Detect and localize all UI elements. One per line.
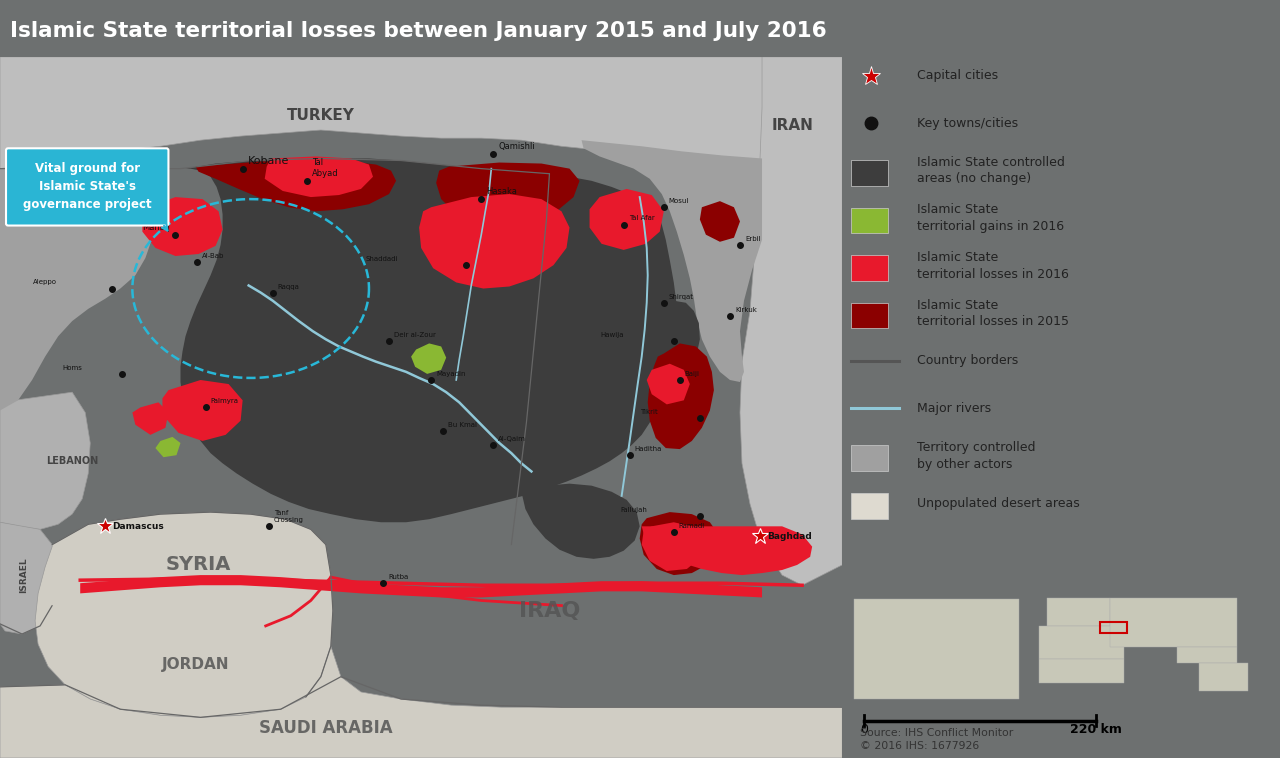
Polygon shape (740, 57, 842, 585)
FancyBboxPatch shape (851, 446, 888, 471)
Polygon shape (581, 140, 762, 382)
Polygon shape (0, 647, 842, 758)
Polygon shape (646, 364, 690, 404)
Text: Tanf
Crossing: Tanf Crossing (274, 510, 303, 523)
Text: Unpopulated desert areas: Unpopulated desert areas (916, 497, 1079, 510)
Polygon shape (35, 512, 333, 717)
Polygon shape (0, 522, 55, 634)
Text: Capital cities: Capital cities (916, 69, 998, 82)
Text: 220 km: 220 km (1070, 723, 1123, 736)
Text: LEBANON: LEBANON (46, 456, 99, 466)
Text: Hawija: Hawija (600, 332, 623, 338)
Text: Vital ground for
Islamic State's
governance project: Vital ground for Islamic State's governa… (23, 162, 151, 211)
Text: SYRIA: SYRIA (166, 556, 232, 575)
Text: Major rivers: Major rivers (916, 402, 991, 415)
Text: Key towns/cities: Key towns/cities (916, 117, 1018, 130)
Polygon shape (265, 156, 372, 197)
Text: Aleppo: Aleppo (33, 280, 58, 286)
Polygon shape (411, 343, 447, 374)
Text: Palmyra: Palmyra (211, 399, 238, 404)
Text: Shaddadi: Shaddadi (366, 256, 398, 262)
Text: Baiji: Baiji (685, 371, 700, 377)
Polygon shape (1039, 659, 1124, 684)
Polygon shape (1110, 597, 1238, 647)
Text: Source: IHS Conflict Monitor
© 2016 IHS: 1677926: Source: IHS Conflict Monitor © 2016 IHS:… (860, 728, 1012, 751)
Text: Mayadin: Mayadin (436, 371, 466, 377)
Polygon shape (436, 162, 580, 226)
Text: TURKEY: TURKEY (287, 108, 355, 124)
FancyBboxPatch shape (851, 160, 888, 186)
FancyBboxPatch shape (851, 302, 888, 328)
Text: Al-Bab: Al-Bab (201, 253, 224, 259)
Polygon shape (1039, 627, 1124, 659)
FancyBboxPatch shape (851, 255, 888, 280)
Polygon shape (419, 194, 570, 289)
Text: Erbil: Erbil (745, 236, 760, 242)
Polygon shape (521, 484, 640, 559)
Text: 0: 0 (860, 723, 868, 736)
Polygon shape (180, 158, 678, 522)
Text: JORDAN: JORDAN (161, 657, 229, 672)
Text: Damascus: Damascus (113, 522, 164, 531)
Text: Manbij: Manbij (142, 223, 170, 232)
Text: Hasaka: Hasaka (486, 187, 517, 196)
Polygon shape (641, 526, 813, 575)
Text: Bu Kmal: Bu Kmal (448, 421, 477, 428)
Text: Rutba: Rutba (388, 574, 408, 580)
Polygon shape (855, 600, 1019, 700)
Text: ISRAEL: ISRAEL (19, 557, 28, 593)
Text: IRAN: IRAN (771, 118, 813, 133)
Text: Deir al-Zour: Deir al-Zour (394, 332, 436, 338)
Polygon shape (0, 168, 155, 411)
Text: Islamic State
territorial losses in 2016: Islamic State territorial losses in 2016 (916, 251, 1069, 280)
Polygon shape (652, 301, 700, 380)
FancyBboxPatch shape (851, 208, 888, 233)
Text: Haditha: Haditha (635, 446, 662, 452)
Text: Islamic State controlled
areas (no change): Islamic State controlled areas (no chang… (916, 156, 1065, 186)
Text: Tal
Abyad: Tal Abyad (312, 158, 338, 178)
Text: Territory controlled
by other actors: Territory controlled by other actors (916, 441, 1036, 471)
Text: Al-Qaim: Al-Qaim (498, 436, 526, 442)
Bar (1100, 622, 1126, 633)
Polygon shape (700, 201, 740, 242)
Polygon shape (81, 575, 762, 597)
Polygon shape (1047, 597, 1110, 627)
Polygon shape (590, 189, 664, 250)
FancyBboxPatch shape (6, 149, 169, 226)
Polygon shape (142, 197, 223, 256)
Polygon shape (648, 343, 714, 449)
Text: Islamic State territorial losses between January 2015 and July 2016: Islamic State territorial losses between… (10, 21, 827, 41)
Text: SAUDI ARABIA: SAUDI ARABIA (259, 719, 393, 737)
Text: Kobane: Kobane (247, 155, 289, 165)
Text: Kirkuk: Kirkuk (735, 307, 756, 313)
Text: Shirqat: Shirqat (668, 293, 694, 299)
Text: Tal Afar: Tal Afar (628, 215, 654, 221)
Text: Baghdad: Baghdad (767, 532, 812, 541)
Text: Raqqa: Raqqa (278, 283, 300, 290)
Polygon shape (0, 392, 90, 529)
Text: Mosul: Mosul (668, 198, 689, 204)
Text: Fallujah: Fallujah (621, 507, 648, 513)
Polygon shape (0, 57, 842, 168)
Polygon shape (132, 402, 169, 435)
Polygon shape (1176, 647, 1238, 663)
Polygon shape (163, 380, 243, 441)
Text: Homs: Homs (63, 365, 82, 371)
Polygon shape (196, 161, 396, 211)
Text: Tikrit: Tikrit (640, 409, 658, 415)
Text: Country borders: Country borders (916, 355, 1018, 368)
Polygon shape (155, 437, 180, 457)
FancyBboxPatch shape (851, 493, 888, 518)
Polygon shape (641, 522, 704, 571)
Text: Qamishli: Qamishli (498, 143, 535, 152)
Polygon shape (640, 512, 719, 575)
Polygon shape (1198, 663, 1248, 691)
Text: Ramadi: Ramadi (678, 523, 705, 529)
Text: IRAQ: IRAQ (518, 600, 580, 621)
Text: Islamic State
territorial gains in 2016: Islamic State territorial gains in 2016 (916, 203, 1064, 233)
Text: Islamic State
territorial losses in 2015: Islamic State territorial losses in 2015 (916, 299, 1069, 328)
